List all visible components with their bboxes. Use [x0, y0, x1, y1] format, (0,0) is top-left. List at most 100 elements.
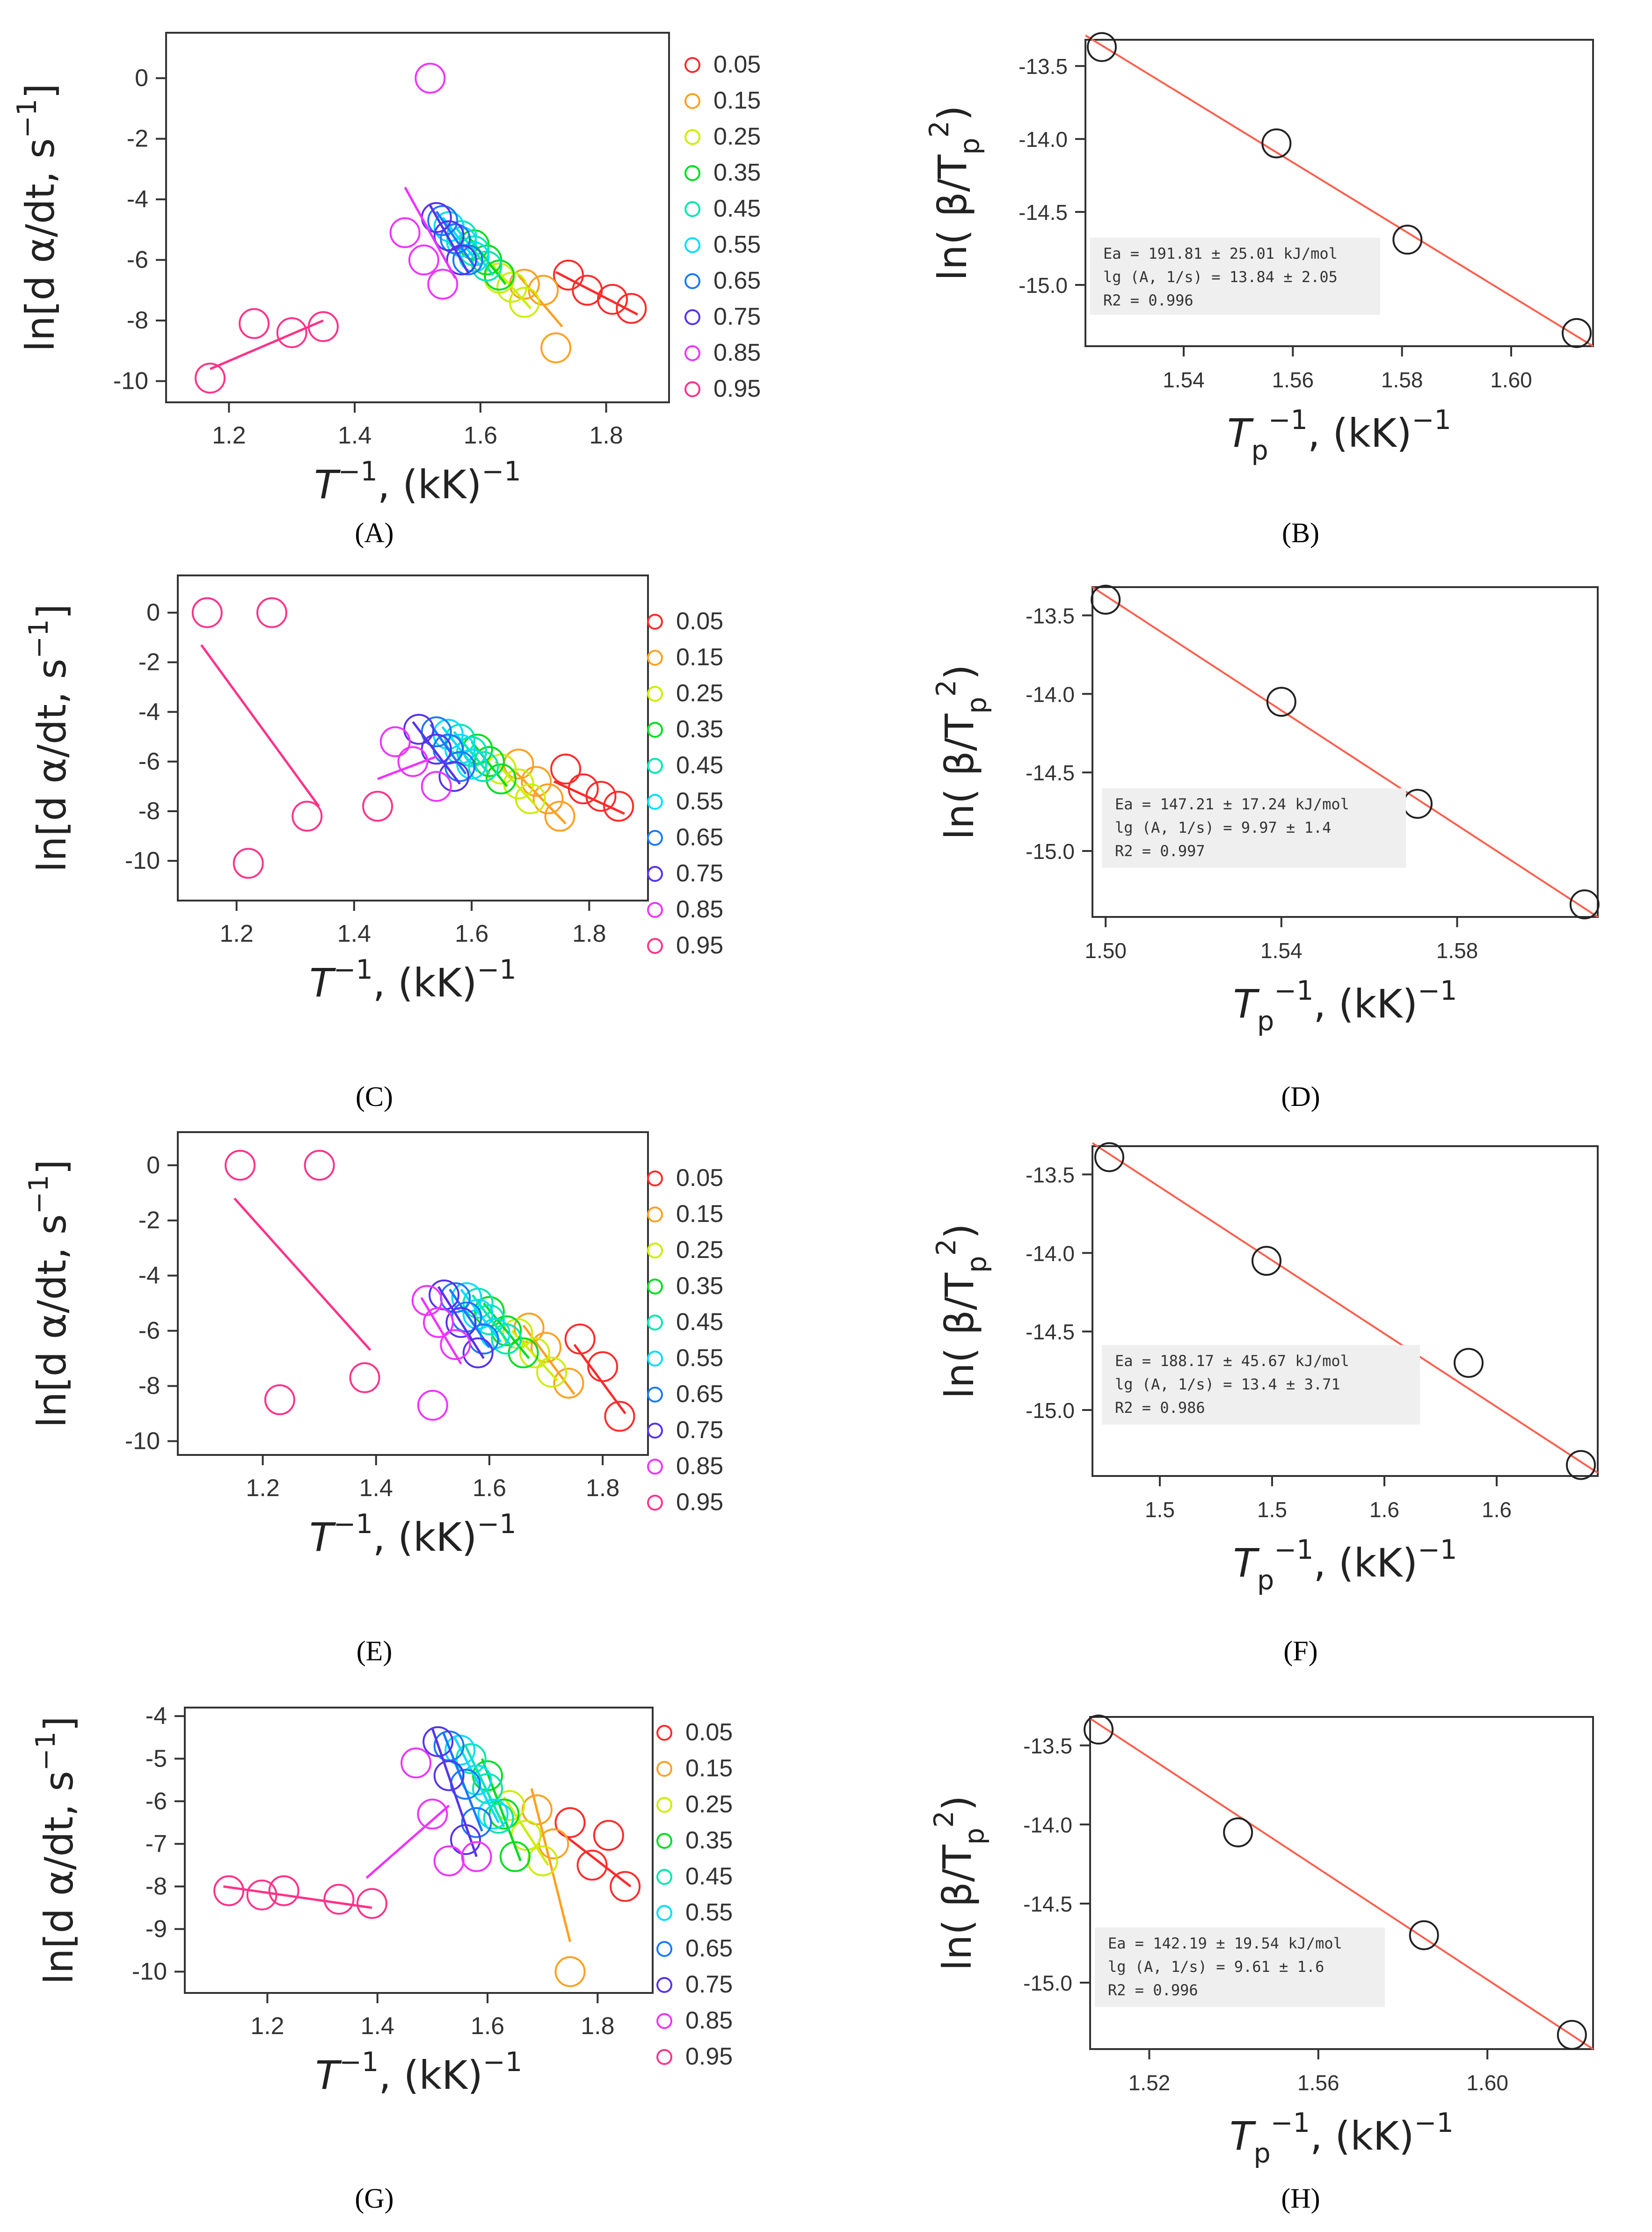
chart-b: 1.54 1.56 1.58 1.60 -13.5 -14.0 -14.5 -15.0 Tp−1… — [924, 32, 1594, 466]
legend-marker — [684, 309, 700, 325]
fit-line — [1092, 1142, 1599, 1474]
x-tick-label: 1.4 — [361, 2013, 394, 2040]
y-tick-label: -13.5 — [1019, 54, 1068, 79]
legend-label: 0.65 — [676, 1381, 723, 1408]
annotation-line: Ea = 191.81 ± 25.01 kJ/mol — [1103, 245, 1338, 262]
y-axis-title: ln( β/Tp2) — [931, 1223, 992, 1399]
data-point — [304, 1149, 335, 1181]
data-point — [440, 1329, 471, 1360]
series-0.95 — [195, 308, 339, 394]
data-point — [538, 1828, 569, 1860]
legend-label: 0.95 — [676, 932, 723, 959]
legend-marker — [647, 1387, 663, 1403]
panel-label-b: (B) — [1282, 517, 1319, 548]
series-0.85 — [411, 1285, 471, 1421]
legend-label: 0.85 — [676, 896, 723, 923]
legend: 0.05 0.15 0.25 0.35 0.45 0.55 0.65 0.75 0.85 0.95 — [647, 1164, 723, 1516]
legend-label: 0.15 — [713, 87, 761, 114]
fit-annotation: Ea = 191.81 ± 25.01 kJ/mol lg (A, 1/s) = … — [1090, 238, 1380, 315]
legend-label: 0.45 — [685, 1863, 733, 1890]
data-point — [433, 220, 465, 251]
data-point — [427, 205, 458, 236]
fit-line — [431, 1728, 478, 1857]
legend-marker — [647, 902, 663, 918]
y-axis-title: ln( β/Tp2) — [924, 105, 985, 281]
legend-label: 0.75 — [676, 1417, 723, 1444]
fit-line — [482, 1302, 530, 1360]
data-point — [421, 716, 452, 748]
y-tick-label: -4 — [138, 1262, 160, 1289]
legend-marker — [656, 1869, 672, 1885]
x-tick-label: 1.60 — [1466, 2071, 1508, 2095]
fit-line — [453, 731, 490, 775]
chart-c: 1.2 1.4 1.6 1.8 0 -2 -4 -6 -8 -10 T−1, (kK)−1 ln[d … — [23, 574, 723, 1006]
legend-label: 0.65 — [676, 824, 723, 851]
plot-frame — [1092, 586, 1599, 918]
data-point — [483, 1803, 514, 1834]
fit-line — [503, 1796, 549, 1866]
data-point — [191, 597, 223, 628]
panel-label-e: (E) — [356, 1636, 393, 1666]
series-0.95 — [191, 597, 393, 879]
data-point — [195, 363, 226, 394]
legend-label: 0.65 — [685, 1935, 733, 1962]
data-point — [291, 800, 323, 832]
data-point — [554, 1807, 586, 1838]
legend: 0.05 0.15 0.25 0.35 0.45 0.55 0.65 0.75 0.85 0.95 — [647, 608, 723, 959]
y-tick-label: -13.5 — [1026, 1163, 1075, 1187]
legend-label: 0.35 — [676, 1272, 723, 1300]
y-tick-label: -13.5 — [1023, 1734, 1072, 1758]
data-point — [417, 1389, 448, 1421]
x-axis-title: Tp−1, (kK)−1 — [1230, 2108, 1454, 2169]
fit-line — [404, 187, 457, 279]
x-axis-title: T−1, (kK)−1 — [314, 456, 521, 508]
legend-label: 0.35 — [685, 1827, 733, 1854]
fit-line — [437, 1286, 485, 1359]
x-tick-label: 1.6 — [471, 2013, 504, 2040]
y-tick-label: -10 — [125, 1428, 160, 1455]
fit-line — [233, 1197, 371, 1351]
x-tick-label: 1.4 — [359, 1475, 393, 1502]
y-tick-label: -14.5 — [1026, 1320, 1075, 1344]
x-tick-label: 1.4 — [338, 422, 371, 449]
annotation-line: lg (A, 1/s) = 13.4 ± 3.71 — [1115, 1375, 1340, 1393]
series-0.75 — [422, 1726, 481, 1857]
data-point — [603, 791, 634, 822]
y-tick-label: -5 — [146, 1745, 167, 1772]
legend-label: 0.45 — [676, 1309, 723, 1336]
y-tick-label: -15.0 — [1023, 1971, 1072, 1995]
data-point — [408, 244, 439, 276]
legend-marker — [656, 1905, 672, 1921]
series-0.65 — [427, 205, 483, 276]
panel-label-f: (F) — [1283, 1636, 1318, 1666]
data-point — [540, 332, 572, 364]
annotation-line: R2 = 0.996 — [1108, 1981, 1198, 1999]
legend-marker — [647, 1243, 663, 1258]
legend-marker — [656, 1761, 672, 1777]
x-tick-label: 1.6 — [1482, 1498, 1512, 1522]
legend-label: 0.15 — [676, 1200, 723, 1228]
legend-label: 0.25 — [676, 680, 723, 707]
annotation-line: Ea = 142.19 ± 19.54 kJ/mol — [1108, 1934, 1342, 1952]
legend-marker — [647, 686, 663, 702]
data-point — [1091, 584, 1121, 615]
y-tick-label: -6 — [138, 748, 160, 775]
legend: 0.05 0.15 0.25 0.35 0.45 0.55 0.65 0.75 0.85 0.95 — [684, 51, 761, 402]
data-point — [307, 311, 339, 342]
data-point — [456, 749, 488, 780]
fit-line — [1089, 1717, 1594, 2050]
fit-line — [449, 1288, 491, 1348]
data-point — [400, 1747, 432, 1779]
annotation-line: R2 = 0.986 — [1115, 1399, 1205, 1417]
y-tick-label: -13.5 — [1026, 603, 1075, 628]
data-point — [415, 63, 446, 94]
legend-label: 0.15 — [676, 644, 723, 671]
data-point — [461, 1841, 492, 1872]
legend-marker — [656, 1833, 672, 1849]
y-tick-label: 0 — [146, 599, 160, 626]
y-tick-label: -14.5 — [1026, 761, 1075, 785]
data-point — [379, 726, 411, 757]
plot-frame — [184, 1707, 654, 1994]
x-axis-title: T−1, (kK)−1 — [315, 2047, 522, 2098]
annotation-line: lg (A, 1/s) = 9.97 ± 1.4 — [1115, 819, 1331, 836]
